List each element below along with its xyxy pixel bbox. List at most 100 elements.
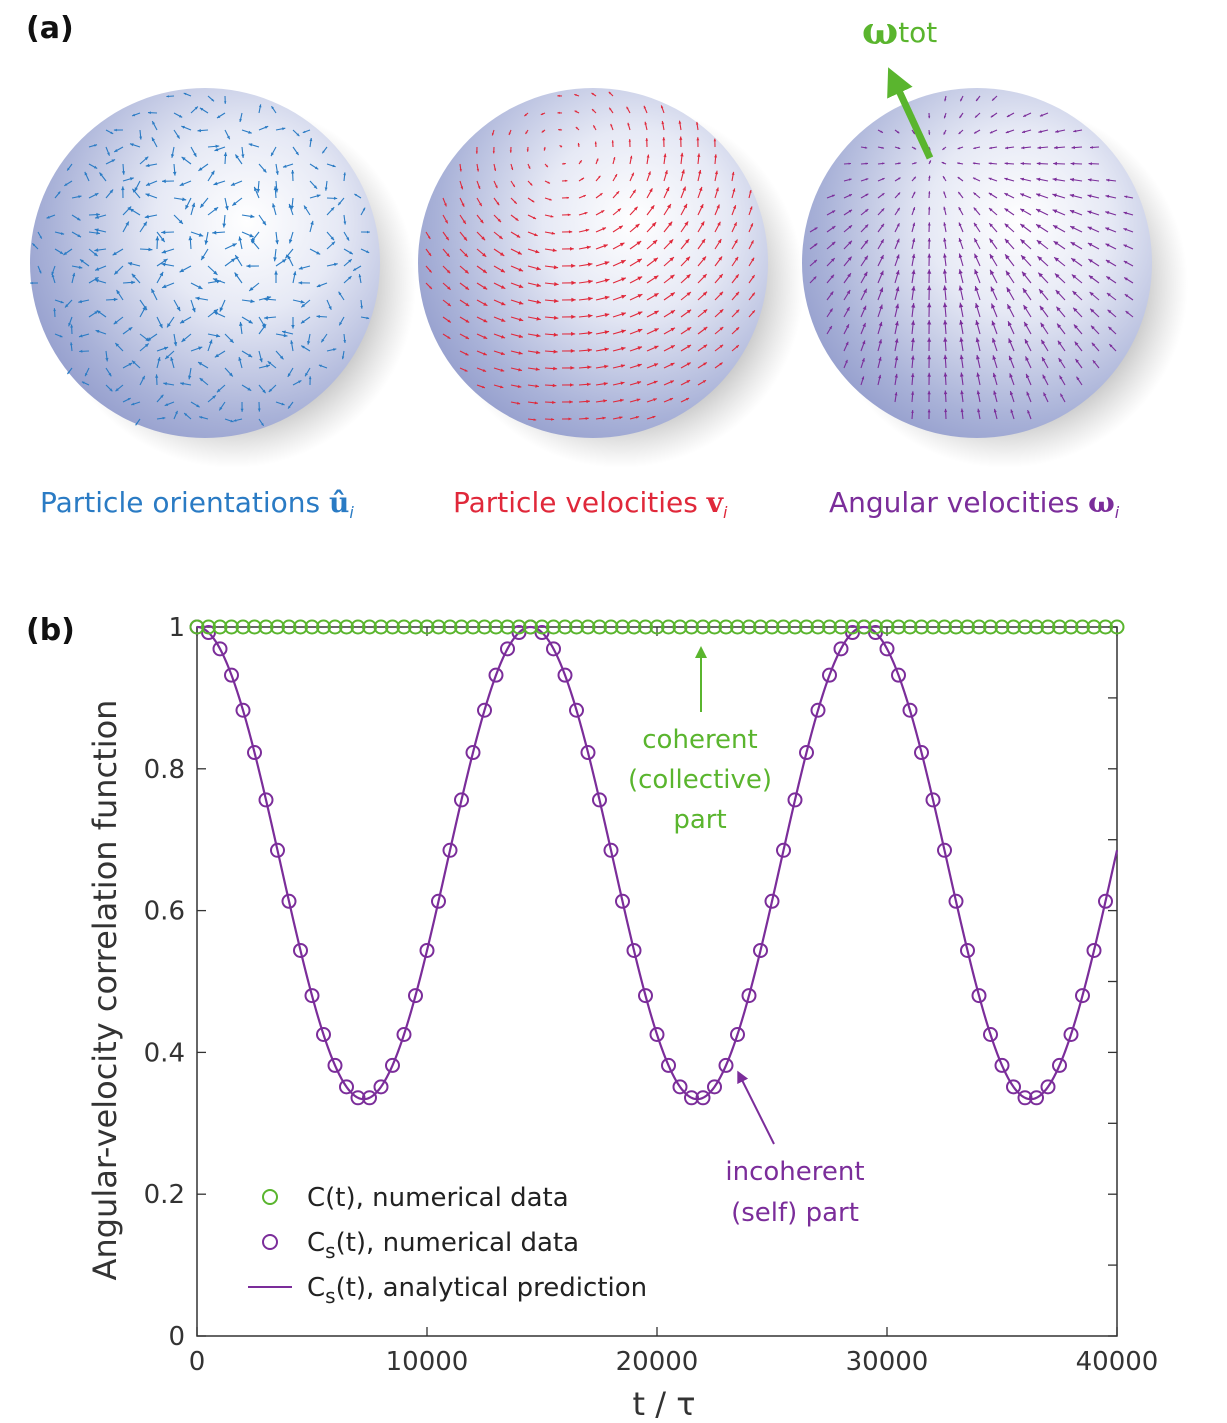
series-c-point <box>603 619 619 635</box>
field-arrow-head <box>465 286 469 290</box>
field-arrow-head <box>651 222 657 227</box>
field-arrow-head <box>1123 211 1127 215</box>
field-arrow-head <box>1060 393 1064 397</box>
field-arrow-head <box>182 197 187 202</box>
field-arrow-head <box>845 324 849 328</box>
field-arrow-head <box>497 218 501 223</box>
field-arrow-head <box>482 369 487 372</box>
field-arrow-head <box>735 327 740 331</box>
y-tick-label: 0.4 <box>144 1038 185 1068</box>
field-arrow-head <box>115 388 119 392</box>
field-arrow-head <box>229 338 234 343</box>
field-arrow-head <box>599 193 603 196</box>
field-arrow-head <box>164 346 169 351</box>
field-arrow-head <box>132 360 136 365</box>
field-arrow-head <box>717 221 721 226</box>
field-arrow-head <box>479 202 482 207</box>
field-arrow-head <box>958 302 964 308</box>
field-arrow-head <box>662 137 666 141</box>
field-arrow-head <box>943 319 948 325</box>
field-arrow-head <box>518 351 523 355</box>
field-arrow-head <box>1124 277 1128 281</box>
series-c-point <box>500 619 515 635</box>
series-cs-point <box>661 1057 676 1073</box>
field-arrow-head <box>1106 276 1111 280</box>
field-arrow-head <box>222 223 227 228</box>
field-arrow-head <box>250 214 255 219</box>
field-arrow-head <box>541 130 545 133</box>
field-arrow-head <box>927 238 931 242</box>
field-arrow-head <box>316 194 321 198</box>
field-arrow-head <box>696 137 700 141</box>
series-cs-point <box>787 792 803 808</box>
field-arrow-head <box>305 372 308 377</box>
field-arrow-head <box>60 300 64 304</box>
field-arrow-head <box>568 417 572 421</box>
field-arrow-head <box>1004 208 1009 212</box>
field-arrow-head <box>632 189 636 194</box>
field-arrow-head <box>732 188 736 192</box>
field-arrow-head <box>699 204 704 209</box>
field-arrow-head <box>366 250 370 253</box>
field-arrow-head <box>57 191 61 195</box>
field-arrow-head <box>1038 272 1043 278</box>
series-cs-point <box>270 842 285 858</box>
field-arrow-head <box>1008 338 1013 344</box>
field-arrow-head <box>498 235 503 239</box>
field-arrow-head <box>536 266 541 271</box>
spheres-group <box>30 88 1188 468</box>
series-cs-point <box>695 1090 711 1106</box>
field-arrow-head <box>665 187 670 192</box>
field-arrow-head <box>751 292 755 296</box>
field-arrow-head <box>636 398 641 402</box>
field-arrow-head <box>131 280 136 285</box>
field-arrow-head <box>1038 130 1042 133</box>
field-arrow-head <box>84 171 88 176</box>
field-arrow-head <box>151 137 155 142</box>
field-arrow-head <box>719 309 724 313</box>
field-arrow-head <box>482 385 485 389</box>
field-arrow-head <box>1072 291 1077 296</box>
field-arrow-head <box>185 204 189 210</box>
field-arrow-head <box>248 143 253 147</box>
field-arrow-head <box>668 239 674 244</box>
field-arrow-head <box>989 131 993 134</box>
field-arrow-head <box>262 220 266 226</box>
field-arrow-head <box>1075 359 1079 363</box>
series-cs-point <box>500 641 515 657</box>
field-arrow-head <box>179 268 185 273</box>
field-arrow-head <box>911 320 916 325</box>
field-arrow-head <box>481 236 486 241</box>
series-cs-point <box>684 1090 699 1106</box>
field-arrow-head <box>316 284 321 288</box>
field-arrow-head <box>475 151 478 154</box>
field-arrow-head <box>1020 224 1025 229</box>
field-arrow-head <box>173 342 178 347</box>
field-arrow-head <box>549 198 552 201</box>
field-arrow-head <box>500 368 505 372</box>
field-arrow-head <box>343 340 347 343</box>
series-cs-point <box>810 702 826 718</box>
field-arrow-head <box>1070 162 1075 166</box>
field-arrow-head <box>603 382 608 386</box>
y-tick-label: 0.2 <box>144 1180 185 1210</box>
series-c-point <box>293 619 308 635</box>
field-arrow-head <box>1024 321 1029 327</box>
field-arrow-head <box>570 366 575 370</box>
field-arrow-head <box>717 239 722 244</box>
series-c-point <box>948 619 964 635</box>
field-arrow-head <box>927 222 931 226</box>
field-arrow-head <box>718 274 723 279</box>
field-arrow-head <box>1087 210 1092 215</box>
field-arrow-head <box>1057 323 1062 329</box>
field-arrow-head <box>1008 355 1013 361</box>
field-arrow-head <box>626 106 629 110</box>
field-arrow-head <box>1043 392 1047 397</box>
field-arrow-head <box>1005 254 1010 260</box>
field-arrow-head <box>248 319 253 324</box>
field-arrow-head <box>604 364 609 369</box>
field-arrow-head <box>128 363 133 366</box>
field-arrow-head <box>1020 239 1026 244</box>
field-arrow-head <box>878 356 882 361</box>
series-cs-point <box>983 1027 998 1042</box>
